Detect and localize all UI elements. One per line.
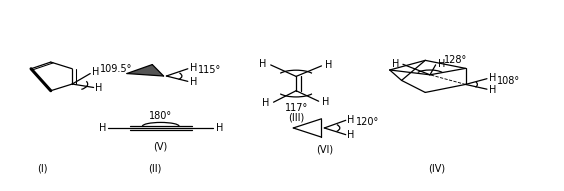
Polygon shape	[127, 65, 164, 76]
Text: H: H	[190, 63, 197, 73]
Text: (VI): (VI)	[316, 145, 333, 155]
Text: H: H	[322, 97, 329, 107]
Text: H: H	[190, 77, 197, 87]
Text: H: H	[216, 123, 223, 133]
Text: H: H	[99, 123, 106, 133]
Text: 108°: 108°	[497, 76, 520, 86]
Text: H: H	[488, 85, 496, 95]
Text: (II): (II)	[148, 163, 162, 173]
Text: 120°: 120°	[356, 117, 379, 127]
Text: 117°: 117°	[284, 103, 308, 113]
Text: H: H	[347, 115, 355, 125]
Text: H: H	[347, 130, 355, 140]
Text: H: H	[488, 73, 496, 83]
Text: (I): (I)	[37, 163, 47, 173]
Text: (IV): (IV)	[429, 163, 446, 173]
Text: H: H	[438, 59, 445, 69]
Text: H: H	[95, 83, 103, 93]
Text: (III): (III)	[288, 112, 304, 122]
Text: 109.5°: 109.5°	[100, 64, 133, 74]
Text: H: H	[262, 98, 269, 108]
Text: H: H	[259, 59, 266, 69]
Text: H: H	[92, 67, 99, 77]
Text: (V): (V)	[153, 141, 168, 151]
Text: H: H	[392, 59, 399, 69]
Text: 128°: 128°	[444, 55, 468, 65]
Text: 115°: 115°	[198, 65, 221, 75]
Text: H: H	[325, 60, 332, 70]
Text: 180°: 180°	[149, 111, 173, 121]
